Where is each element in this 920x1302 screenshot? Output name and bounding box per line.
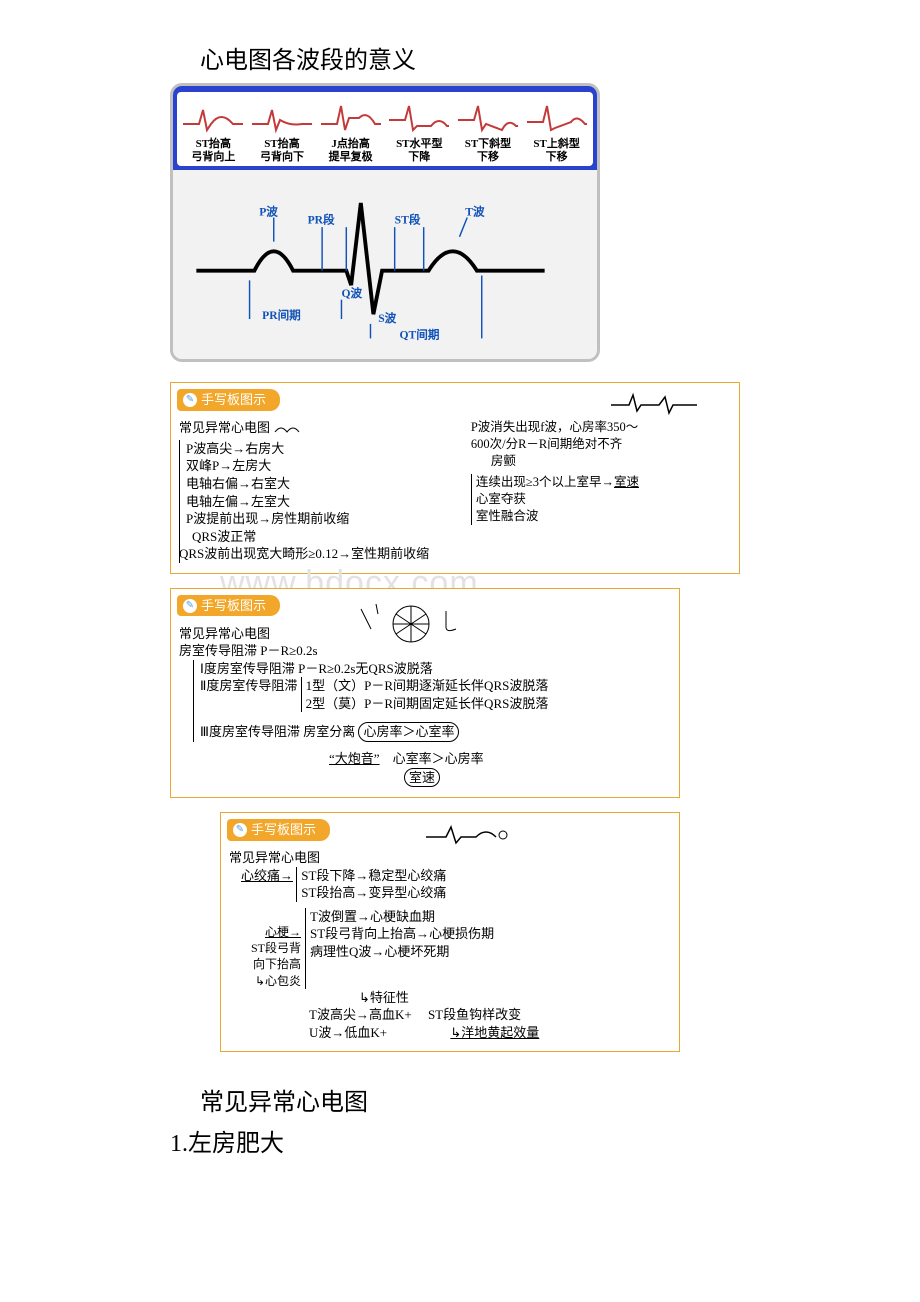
panel1-right-item: 室性融合波 (476, 508, 731, 525)
panel-header: ✎ 手写板图示 (227, 819, 330, 841)
panel3-heading: 常见异常心电图 (229, 849, 671, 867)
document-page: 心电图各波段的意义 ST抬高弓背向上 ST抬高弓背向下 J点抬高提早复极 ST水… (100, 40, 820, 1158)
panel1-right-top: P波消失出现f波，心房率350～ 600次/分R－R间期绝对不齐 (471, 419, 731, 453)
panel3-angina: 心绞痛→ ST段下降→稳定型心绞痛ST段抬高→变异型心绞痛 (229, 867, 671, 902)
panel1-fangchan: 房颤 (471, 453, 731, 470)
st-pattern-label: ST抬高弓背向下 (260, 138, 304, 164)
panel3-mi: 心梗→ (265, 925, 301, 939)
st-pattern-label: ST上斜型下移 (533, 138, 579, 164)
st-pattern-label: ST水平型下降 (396, 138, 442, 164)
panel3-stnote-b: 向下抬高 (229, 956, 301, 972)
st-pattern-wave-icon (387, 96, 451, 136)
panel-header-label: 手写板图示 (201, 391, 266, 409)
panel3-mi-item: T波倒置→心梗缺血期 (310, 908, 494, 926)
panel-header-label: 手写板图示 (201, 597, 266, 615)
st-pattern-wave-icon (456, 96, 520, 136)
st-pattern-label: ST下斜型下移 (465, 138, 511, 164)
pencil-icon: ✎ (183, 393, 197, 407)
st-pattern-cell: ST上斜型下移 (523, 96, 591, 164)
panel1-right-item: 连续出现≥3个以上室早→室速 (476, 474, 731, 491)
ecg-st-patterns-row: ST抬高弓背向上 ST抬高弓背向下 J点抬高提早复极 ST水平型下降 ST下斜型… (173, 86, 597, 170)
panel-header: ✎ 手写板图示 (177, 595, 280, 617)
st-pattern-cell: ST下斜型下移 (454, 96, 522, 164)
panel1-left-item: 电轴左偏→左室大 (186, 493, 461, 511)
label-q-wave: Q波 (341, 286, 362, 300)
panel3-stnote-a: ST段弓背 (229, 940, 301, 956)
handwriting-panel-1: ✎ 手写板图示 常见异常心电图 P波高尖→右房大双峰P→左房大电轴右偏→右室大电… (170, 382, 740, 573)
st-pattern-wave-icon (525, 96, 589, 136)
panel-header: ✎ 手写板图示 (177, 389, 280, 411)
label-pr-segment: PR段 (308, 213, 335, 227)
label-p-wave: P波 (259, 205, 278, 219)
footer-subtitle: 1.左房肥大 (100, 1123, 820, 1158)
panel3-digoxin-b: ↳洋地黄起效量 (390, 1025, 539, 1040)
footer-title: 常见异常心电图 (100, 1082, 820, 1117)
panel1-left-item: P波提前出现→房性期前收缩 (186, 510, 461, 528)
label-s-wave: S波 (378, 311, 396, 325)
panel3-mi-item: 病理性Q波→心梗坏死期 (310, 943, 494, 961)
ecg-components-diagram: P波 PR段 ST段 T波 Q波 S波 PR间期 QT间期 (173, 170, 597, 359)
panel2-degree1: Ⅰ度房室传导阻滞 P－R≥0.2s无QRS波脱落 (200, 660, 671, 678)
panel3-characteristic: ↳特征性 (229, 989, 671, 1007)
st-pattern-wave-icon (250, 96, 314, 136)
panel2-degree2: Ⅱ度房室传导阻滞 1型（文）P－R间期逐渐延长伴QRS波脱落 2型（莫）P－R间… (200, 677, 671, 712)
ecg-figure-outer: ST抬高弓背向上 ST抬高弓背向下 J点抬高提早复极 ST水平型下降 ST下斜型… (170, 83, 600, 362)
st-pattern-wave-icon (181, 96, 245, 136)
panel3-angina-item: ST段下降→稳定型心绞痛 (301, 867, 446, 885)
panel2-cannon-circ: 室速 (179, 768, 671, 788)
panel1-heading: 常见异常心电图 (179, 419, 461, 437)
st-pattern-cell: ST抬高弓背向上 (179, 96, 247, 164)
label-qt-interval: QT间期 (400, 328, 440, 342)
scribble-circle-icon (356, 599, 466, 649)
st-pattern-cell: J点抬高提早复极 (317, 96, 385, 164)
panel1-right-item: 心室夺获 (476, 491, 731, 508)
panel3-angina-item: ST段抬高→变异型心绞痛 (301, 884, 446, 902)
scribble-wave-icon (421, 821, 511, 845)
st-pattern-label: ST抬高弓背向上 (191, 138, 235, 164)
panel1-left-item: QRS波正常 (179, 528, 461, 546)
page-title: 心电图各波段的意义 (100, 40, 820, 75)
st-pattern-label: J点抬高提早复极 (329, 138, 373, 164)
label-t-wave: T波 (465, 205, 485, 219)
panel3-stnote-c: ↳心包炎 (229, 973, 301, 989)
handwriting-panel-3: ✎ 手写板图示 常见异常心电图 心绞痛→ ST段下降→稳定型心绞痛ST段抬高→变… (220, 812, 680, 1052)
panel3-kminus: U波→低血K+ (309, 1025, 387, 1040)
handwriting-panel-2: ✎ 手写板图示 常见异常心电图 房室传导阻滞 P－R≥0.2s Ⅰ度房室传导阻滞… (170, 588, 680, 798)
st-pattern-cell: ST水平型下降 (385, 96, 453, 164)
panel3-digoxin-a: ST段鱼钩样改变 (428, 1007, 521, 1022)
panel3-mi-item: ST段弓背向上抬高→心梗损伤期 (310, 925, 494, 943)
label-pr-interval: PR间期 (262, 308, 301, 322)
scribble-wave-icon (609, 389, 699, 415)
panel-header-label: 手写板图示 (251, 821, 316, 839)
panel1-left-item: 双峰P→左房大 (186, 457, 461, 475)
panel1-left-item: P波高尖→右房大 (186, 440, 461, 458)
panel2-cannon-line: “大炮音” 心室率＞心房率 (179, 750, 671, 768)
st-pattern-cell: ST抬高弓背向下 (248, 96, 316, 164)
pencil-icon: ✎ (233, 823, 247, 837)
pencil-icon: ✎ (183, 599, 197, 613)
panel2-degree3: Ⅲ度房室传导阻滞 房室分离 心房率＞心室率 (200, 722, 671, 742)
panel1-left-item: 电轴右偏→右室大 (186, 475, 461, 493)
panel3-kplus: T波高尖→高血K+ (309, 1007, 412, 1022)
panel1-left-item: QRS波前出现宽大畸形≥0.12→室性期前收缩 (179, 545, 461, 563)
label-st-segment: ST段 (395, 213, 421, 227)
st-pattern-wave-icon (319, 96, 383, 136)
